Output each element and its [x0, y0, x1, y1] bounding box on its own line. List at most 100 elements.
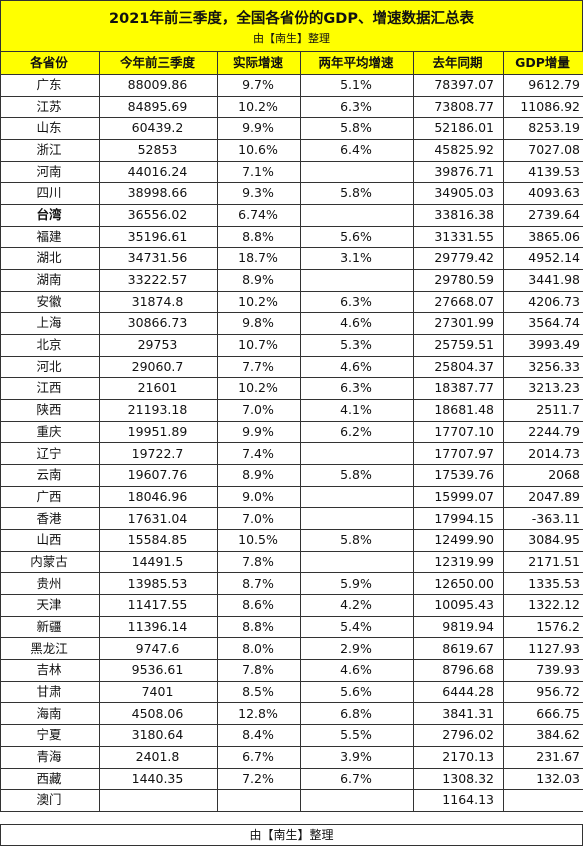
province-cell: 内蒙古: [0, 550, 100, 574]
table-row: 河北 29060.7 7.7% 4.6% 25804.37 3256.33: [0, 355, 583, 379]
two-year-avg-cell: 5.8%: [300, 529, 414, 552]
table-row: 辽宁 19722.7 7.4% 17707.97 2014.73: [0, 442, 583, 466]
gdp-increase-cell: 3441.98: [503, 269, 583, 292]
gdp-increase-cell: 384.62: [503, 724, 583, 747]
province-cell: 浙江: [0, 139, 100, 162]
last-year-cell: 8619.67: [413, 637, 504, 661]
gdp-increase-cell: 1576.2: [503, 615, 583, 639]
real-growth-cell: 7.4%: [217, 442, 301, 466]
two-year-avg-cell: [300, 160, 414, 184]
gdp-increase-cell: 4206.73: [503, 290, 583, 314]
gdp-increase-cell: 7027.08: [503, 139, 583, 162]
gdp-increase-cell: 3256.33: [503, 355, 583, 379]
table-row: 青海 2401.8 6.7% 3.9% 2170.13 231.67: [0, 745, 583, 769]
last-year-cell: 12499.90: [413, 529, 504, 552]
gdp-increase-cell: 11086.92: [503, 95, 583, 119]
table-row: 台湾 36556.02 6.74% 33816.38 2739.64: [0, 204, 583, 227]
last-year-cell: 34905.03: [413, 182, 504, 206]
last-year-cell: 15999.07: [413, 485, 504, 509]
gdp-q1-q3-cell: 9747.6: [99, 637, 218, 661]
table-body: 广东 88009.86 9.7% 5.1% 78397.07 9612.79 江苏 84895…: [0, 74, 583, 812]
table-row: 新疆 11396.14 8.8% 5.4% 9819.94 1576.2: [0, 615, 583, 639]
last-year-cell: 31331.55: [413, 225, 504, 249]
province-cell: 宁夏: [0, 724, 100, 747]
gdp-q1-q3-cell: 30866.73: [99, 312, 218, 336]
last-year-cell: 17539.76: [413, 464, 504, 487]
real-growth-cell: 7.2%: [217, 767, 301, 791]
gdp-increase-cell: 3993.49: [503, 334, 583, 357]
gdp-increase-cell: 4139.53: [503, 160, 583, 184]
two-year-avg-cell: 6.8%: [300, 702, 414, 726]
table-row: 山东 60439.2 9.9% 5.8% 52186.01 8253.19: [0, 117, 583, 141]
last-year-cell: 29779.42: [413, 247, 504, 271]
real-growth-cell: 9.3%: [217, 182, 301, 206]
last-year-cell: 8796.68: [413, 659, 504, 682]
last-year-cell: 73808.77: [413, 95, 504, 119]
real-growth-cell: 9.7%: [217, 74, 301, 97]
last-year-cell: 29780.59: [413, 269, 504, 292]
province-cell: 海南: [0, 702, 100, 726]
gdp-increase-cell: 956.72: [503, 680, 583, 704]
table-row: 广东 88009.86 9.7% 5.1% 78397.07 9612.79: [0, 74, 583, 97]
real-growth-cell: 10.2%: [217, 95, 301, 119]
province-cell: 吉林: [0, 659, 100, 682]
province-cell: 北京: [0, 334, 100, 357]
table-row: 甘肃 7401 8.5% 5.6% 6444.28 956.72: [0, 680, 583, 704]
last-year-cell: 9819.94: [413, 615, 504, 639]
province-cell: 辽宁: [0, 442, 100, 466]
column-header-two-year-avg-growth: 两年平均增速: [300, 51, 414, 75]
real-growth-cell: 8.9%: [217, 269, 301, 292]
two-year-avg-cell: 5.4%: [300, 615, 414, 639]
gdp-q1-q3-cell: 34731.56: [99, 247, 218, 271]
two-year-avg-cell: 5.1%: [300, 74, 414, 97]
real-growth-cell: [217, 789, 301, 812]
table-row: 湖北 34731.56 18.7% 3.1% 29779.42 4952.14: [0, 247, 583, 271]
gdp-q1-q3-cell: 9536.61: [99, 659, 218, 682]
gdp-increase-cell: 2047.89: [503, 485, 583, 509]
gdp-q1-q3-cell: 21193.18: [99, 399, 218, 422]
gdp-increase-cell: 666.75: [503, 702, 583, 726]
gdp-q1-q3-cell: 19607.76: [99, 464, 218, 487]
two-year-avg-cell: 5.5%: [300, 724, 414, 747]
table-row: 北京 29753 10.7% 5.3% 25759.51 3993.49: [0, 334, 583, 357]
real-growth-cell: 7.8%: [217, 550, 301, 574]
province-cell: 新疆: [0, 615, 100, 639]
real-growth-cell: 7.7%: [217, 355, 301, 379]
column-header-last-year: 去年同期: [413, 51, 504, 75]
two-year-avg-cell: 3.1%: [300, 247, 414, 271]
gdp-q1-q3-cell: 35196.61: [99, 225, 218, 249]
two-year-avg-cell: 4.6%: [300, 355, 414, 379]
province-cell: 云南: [0, 464, 100, 487]
real-growth-cell: 8.7%: [217, 572, 301, 596]
gdp-increase-cell: 3564.74: [503, 312, 583, 336]
real-growth-cell: 6.74%: [217, 204, 301, 227]
last-year-cell: 1308.32: [413, 767, 504, 791]
two-year-avg-cell: 6.2%: [300, 420, 414, 444]
two-year-avg-cell: 6.3%: [300, 290, 414, 314]
province-cell: 广西: [0, 485, 100, 509]
gdp-q1-q3-cell: 13985.53: [99, 572, 218, 596]
last-year-cell: 18681.48: [413, 399, 504, 422]
province-cell: 青海: [0, 745, 100, 769]
table-row: 内蒙古 14491.5 7.8% 12319.99 2171.51: [0, 550, 583, 574]
gdp-increase-cell: 2171.51: [503, 550, 583, 574]
table-row: 海南 4508.06 12.8% 6.8% 3841.31 666.75: [0, 702, 583, 726]
province-cell: 甘肃: [0, 680, 100, 704]
gdp-q1-q3-cell: 33222.57: [99, 269, 218, 292]
real-growth-cell: 9.9%: [217, 117, 301, 141]
gdp-q1-q3-cell: 19951.89: [99, 420, 218, 444]
last-year-cell: 25759.51: [413, 334, 504, 357]
gdp-q1-q3-cell: 21601: [99, 377, 218, 401]
two-year-avg-cell: [300, 507, 414, 531]
gdp-q1-q3-cell: 38998.66: [99, 182, 218, 206]
two-year-avg-cell: [300, 485, 414, 509]
table-row: 西藏 1440.35 7.2% 6.7% 1308.32 132.03: [0, 767, 583, 791]
gdp-q1-q3-cell: 84895.69: [99, 95, 218, 119]
real-growth-cell: 12.8%: [217, 702, 301, 726]
last-year-cell: 25804.37: [413, 355, 504, 379]
table-row: 重庆 19951.89 9.9% 6.2% 17707.10 2244.79: [0, 420, 583, 444]
gdp-q1-q3-cell: 29753: [99, 334, 218, 357]
column-header-province: 各省份: [0, 51, 100, 75]
real-growth-cell: 8.8%: [217, 615, 301, 639]
gdp-increase-cell: -363.11: [503, 507, 583, 531]
